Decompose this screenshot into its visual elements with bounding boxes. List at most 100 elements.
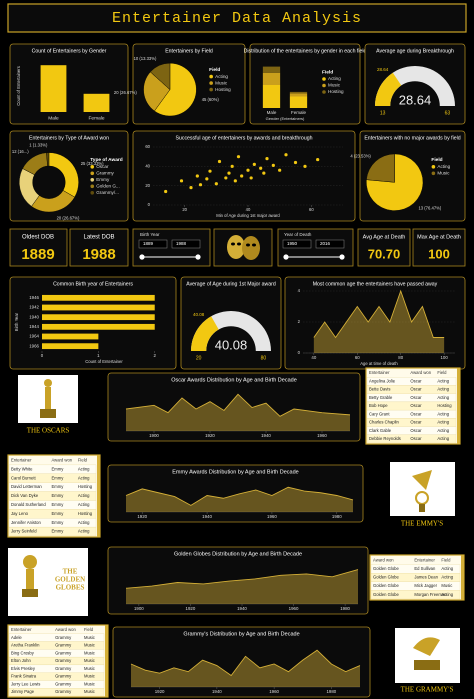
slider-handle[interactable] bbox=[339, 254, 345, 260]
x-tick-label: 1940 bbox=[212, 689, 222, 694]
legend-swatch bbox=[90, 184, 95, 189]
table-cell: Aretha Franklin bbox=[11, 643, 40, 648]
table-cell: Oscar bbox=[410, 378, 422, 383]
scatter-point bbox=[246, 168, 250, 172]
y-tick-label: 2 bbox=[298, 319, 301, 324]
chart-title: Common Birth year of Entertainers bbox=[53, 281, 133, 287]
scatter-point bbox=[198, 183, 203, 187]
table-cell: Acting bbox=[441, 575, 453, 580]
y-tick-label: 60 bbox=[145, 144, 150, 149]
table-row bbox=[370, 590, 461, 600]
x-tick-label: 1960 bbox=[269, 689, 279, 694]
gauge-target-label: 40.08 bbox=[193, 312, 205, 317]
chart-card bbox=[107, 372, 361, 442]
table-cell: Golden Globe bbox=[373, 592, 400, 597]
emmy-base bbox=[419, 504, 425, 512]
scatter-point bbox=[249, 176, 253, 180]
chart-title: Oscar Awards Distribution by Age and Bir… bbox=[171, 377, 297, 383]
y-tick-label: 4 bbox=[298, 288, 301, 293]
area-fill bbox=[126, 487, 353, 512]
table-cell: Oscar bbox=[410, 428, 422, 433]
table-cell: Music bbox=[84, 643, 95, 648]
slider-handle[interactable] bbox=[283, 254, 289, 260]
table-cell: Golden Globe bbox=[373, 575, 400, 580]
table-cell: Emmy bbox=[51, 520, 64, 525]
scatter-point bbox=[271, 163, 275, 167]
gauge-value: 40.08 bbox=[215, 337, 248, 352]
scatter-point bbox=[189, 186, 193, 190]
y-tick-label: 0 bbox=[148, 202, 151, 207]
slider-handle[interactable] bbox=[139, 254, 145, 260]
chart-title: Entertainers by Field bbox=[165, 48, 213, 54]
bar bbox=[42, 343, 99, 350]
x-tick-label: 1900 bbox=[149, 433, 159, 438]
bar bbox=[40, 65, 67, 112]
gauge-target-label: 28.64 bbox=[377, 67, 389, 72]
table-cell: Music bbox=[84, 666, 95, 671]
y-tick-label: 1942 bbox=[29, 305, 39, 310]
slicer-box[interactable] bbox=[315, 239, 345, 249]
chart-title: Average age during Breakthrough bbox=[376, 48, 454, 54]
kpi-label: Latest DOB bbox=[83, 235, 114, 241]
legend-label: Oscar bbox=[96, 164, 109, 169]
logo-text: THE GRAMMY'S bbox=[401, 686, 454, 694]
mask-eye bbox=[237, 242, 241, 246]
table-cell: Acting bbox=[437, 420, 449, 425]
slicer-box[interactable] bbox=[282, 239, 312, 249]
table-cell: Golden Globe bbox=[373, 566, 400, 571]
x-tick-label: 40 bbox=[311, 355, 316, 360]
y-tick-label: 1966 bbox=[29, 343, 39, 348]
slicer-box[interactable] bbox=[171, 239, 201, 249]
scatter-point bbox=[278, 168, 282, 172]
legend-swatch bbox=[322, 83, 326, 88]
gauge-fill bbox=[375, 72, 402, 106]
table-cell: Music bbox=[84, 650, 95, 655]
table-cell: Jay Leno bbox=[11, 511, 29, 516]
kpi-card bbox=[9, 228, 68, 267]
area-fill bbox=[126, 394, 350, 431]
legend-swatch bbox=[90, 191, 95, 195]
oscar-base bbox=[40, 409, 56, 418]
slicer-label: Year of Death bbox=[284, 232, 312, 237]
legend-swatch bbox=[322, 90, 326, 94]
bar bbox=[83, 93, 110, 112]
scatter-point bbox=[293, 160, 298, 165]
x-tick-label: 80 bbox=[398, 355, 403, 360]
pie-slice bbox=[46, 152, 50, 167]
table-cell: Jerry Lee Lewis bbox=[11, 681, 40, 686]
table-cell: Acting bbox=[78, 475, 90, 480]
data-label: 12 (16...) bbox=[12, 149, 29, 154]
slicer-box[interactable] bbox=[138, 239, 168, 249]
table-cell: Grammy bbox=[55, 635, 72, 640]
chart-title: Distribution of the entertainers by gend… bbox=[244, 48, 367, 54]
x-tick-label: Female bbox=[89, 115, 105, 121]
bar-segment bbox=[262, 72, 281, 85]
slider-handle[interactable] bbox=[195, 254, 201, 260]
gauge-track bbox=[375, 66, 455, 106]
table-cell: Grammy bbox=[55, 666, 72, 671]
table-cell: Acting bbox=[78, 466, 90, 471]
gauge-min: 13 bbox=[380, 110, 386, 116]
logo-bg bbox=[8, 548, 88, 616]
kpi-value: 1889 bbox=[21, 246, 54, 263]
x-tick-label: 1980 bbox=[340, 606, 350, 611]
kpi-card bbox=[412, 228, 466, 267]
table-cell: Acting bbox=[441, 566, 453, 571]
area-line bbox=[125, 486, 354, 506]
table-cell: Acting bbox=[437, 378, 449, 383]
table-header: Field bbox=[441, 557, 451, 562]
table-header: Award won bbox=[410, 370, 431, 375]
logo-text: GOLDEN bbox=[55, 576, 85, 584]
kpi-label: Avg Age at Death bbox=[363, 234, 406, 240]
area-line bbox=[313, 289, 445, 339]
kpi-label: Oldest DOB bbox=[22, 235, 54, 241]
dashboard-title: Entertainer Data Analysis bbox=[112, 10, 362, 27]
legend-label: Acting bbox=[215, 74, 228, 79]
y-tick-label: 1940 bbox=[29, 314, 39, 319]
table-header: Field bbox=[84, 627, 94, 632]
table-header: Award won bbox=[55, 627, 76, 632]
table-cell: Oscar bbox=[410, 395, 422, 400]
bar-segment bbox=[289, 96, 308, 108]
bar bbox=[42, 314, 155, 321]
area-line bbox=[130, 649, 361, 677]
